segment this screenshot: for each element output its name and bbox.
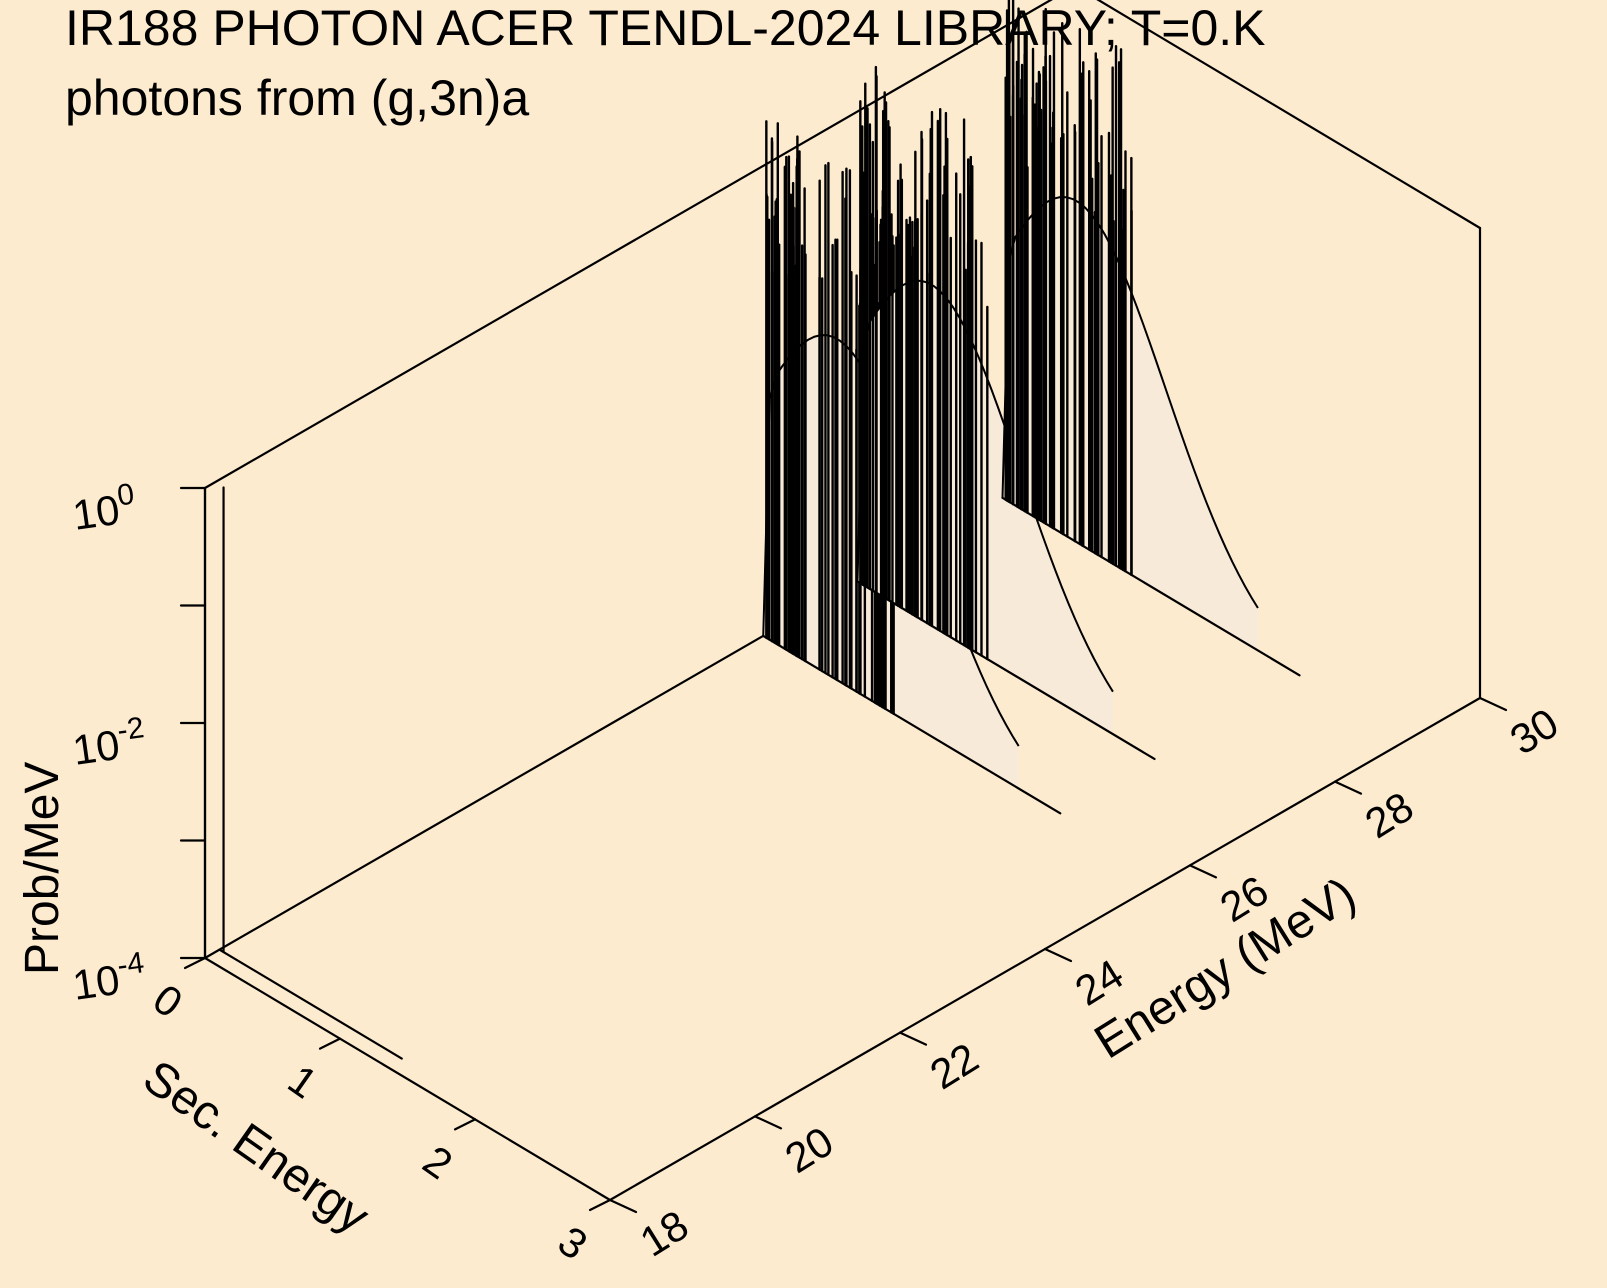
x-axis-tick: [588, 1198, 612, 1212]
slice-2: [856, 65, 1156, 761]
z-tick-label: 10-2: [69, 711, 149, 774]
z-tick-label: 10-4: [69, 946, 149, 1009]
x-tick-label: 1: [280, 1056, 326, 1108]
y-tick-label: 20: [777, 1117, 842, 1182]
y-axis-tick: [608, 1198, 638, 1214]
top-back-edge: [203, 0, 1053, 490]
slice-3: [1001, 0, 1301, 677]
y-tick-label: 18: [632, 1201, 697, 1266]
y-axis-tick: [1188, 864, 1218, 879]
z-axis-label: Prob/MeV: [16, 762, 69, 975]
y-axis-tick: [1333, 780, 1363, 795]
slice-baseline: [856, 580, 1156, 761]
slices: [218, 0, 1301, 1060]
y-axis-tick: [1478, 696, 1508, 712]
slice-baseline: [1001, 496, 1301, 677]
slice-baseline: [218, 948, 403, 1060]
slice-baseline: [762, 634, 1062, 815]
top-right-edge: [1096, 0, 1482, 230]
slice-0: [218, 486, 403, 1060]
x-axis-tick: [183, 956, 207, 970]
y-tick-label: 22: [922, 1034, 987, 1099]
chart-title-line-1: IR188 PHOTON ACER TENDL-2024 LIBRARY; T=…: [65, 0, 1266, 56]
x-axis-label: Sec. Energy: [134, 1051, 379, 1244]
x-axis-line: [203, 956, 612, 1202]
y-tick-label: 28: [1357, 783, 1422, 848]
z-tick-label: 100: [69, 478, 139, 539]
y-tick-label: 30: [1502, 699, 1567, 764]
y-axis-tick: [898, 1031, 928, 1046]
x-axis-tick: [453, 1118, 477, 1131]
y-axis-tick: [1043, 947, 1073, 963]
x-axis-tick: [318, 1037, 342, 1050]
x-tick-label: 0: [145, 975, 191, 1027]
x-tick-label: 2: [415, 1136, 461, 1188]
chart-title-line-2: photons from (g,3n)a: [65, 70, 529, 126]
x-tick-label: 3: [550, 1217, 596, 1269]
y-axis-tick: [753, 1115, 783, 1130]
